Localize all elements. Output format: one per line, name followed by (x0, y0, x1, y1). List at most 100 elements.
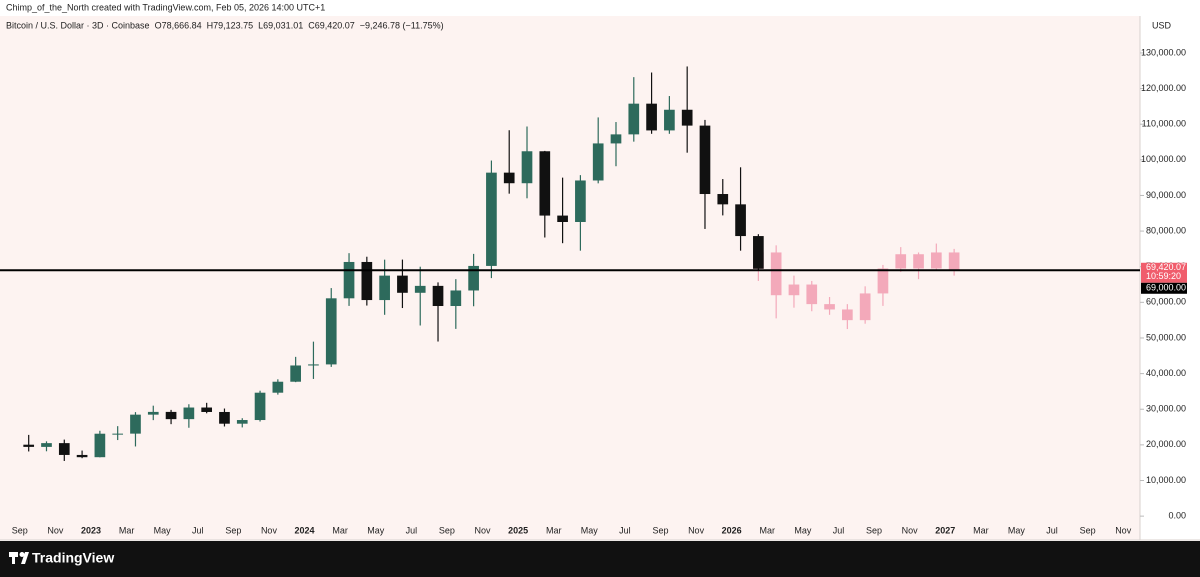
x-tick-label: Sep (12, 525, 28, 535)
countdown: 10:59:20 (1146, 271, 1181, 281)
x-tick-label: Sep (1080, 525, 1096, 535)
candle-body (824, 304, 835, 310)
x-tick-label: Nov (902, 525, 919, 535)
x-tick-label: Sep (866, 525, 882, 535)
candle-body (450, 290, 462, 307)
legend-symbol: Bitcoin / U.S. Dollar · 3D · Coinbase (6, 20, 150, 30)
candle-body (557, 215, 568, 222)
credit: Chimp_of_the_North created with TradingV… (6, 2, 325, 12)
candle-body (147, 411, 159, 415)
candle-body (361, 261, 373, 301)
x-tick-label: Nov (688, 525, 705, 535)
x-tick-label: Sep (652, 525, 668, 535)
brand: TradingView (32, 550, 114, 566)
candle-body (521, 151, 533, 184)
y-tick-label: 110,000.00 (1142, 119, 1186, 129)
candle-body (503, 172, 515, 184)
candle-body (806, 284, 818, 305)
candle-body (432, 285, 444, 307)
legend-low: L69,031.01 (258, 20, 303, 30)
candle-body (930, 252, 942, 269)
candle-body (859, 293, 871, 321)
x-tick-label: May (1008, 525, 1026, 535)
x-tick-label: 2025 (508, 525, 528, 535)
y-tick-label: 90,000.00 (1146, 190, 1186, 200)
legend-open: O78,666.84 (155, 20, 202, 30)
price-label: 69,420.07 (1146, 262, 1186, 272)
ohlc-legend: Bitcoin / U.S. Dollar · 3D · Coinbase O78… (6, 20, 444, 30)
y-tick-label: 50,000.00 (1146, 332, 1186, 342)
candle-body (539, 151, 551, 216)
candle-body (397, 275, 408, 293)
level-label: 69,000.00 (1146, 283, 1186, 293)
price-box (1141, 262, 1187, 283)
x-tick-label: Sep (225, 525, 241, 535)
legend-close: C69,420.07 (308, 20, 355, 30)
logo (9, 552, 29, 564)
candle-body (308, 364, 319, 366)
legend-change: −9,246.78 (−11.75%) (360, 20, 444, 30)
y-tick-label: 80,000.00 (1146, 225, 1186, 235)
y-tick-label: 130,000.00 (1141, 47, 1186, 57)
candle-body (343, 261, 355, 299)
candle-body (628, 103, 640, 135)
x-tick-label: Mar (332, 525, 348, 535)
candle-body (913, 254, 924, 269)
x-tick-label: Mar (546, 525, 562, 535)
candle-body (165, 411, 177, 420)
x-tick-label: Mar (119, 525, 135, 535)
candle-body (379, 275, 390, 301)
x-tick-label: 2023 (81, 525, 101, 535)
x-tick-label: Jul (833, 525, 845, 535)
x-tick-label: 2024 (295, 525, 315, 535)
plot-area (0, 16, 1140, 540)
x-tick-label: Jul (192, 525, 204, 535)
candle-body (948, 252, 960, 271)
x-tick-label: Jul (1046, 525, 1058, 535)
candle-body (646, 103, 657, 131)
x-tick-label: Jul (406, 525, 418, 535)
y-tick-label: 120,000.00 (1141, 83, 1186, 93)
candle-body (76, 454, 88, 458)
candle-body (183, 407, 195, 420)
x-tick-label: May (367, 525, 385, 535)
y-tick-label: 60,000.00 (1146, 297, 1186, 307)
level-box (1141, 282, 1187, 294)
candle-body (770, 252, 782, 296)
candle-body (23, 444, 35, 447)
candle-body (201, 407, 213, 412)
candle-body (272, 381, 284, 393)
candle-body (717, 194, 729, 205)
candle-body (753, 236, 764, 269)
x-tick-label: Nov (475, 525, 492, 535)
candle-body (41, 443, 52, 447)
currency: USD (1152, 20, 1172, 30)
candle-body (735, 204, 746, 237)
y-tick-label: 0.00 (1168, 511, 1186, 521)
candle-body (325, 298, 337, 365)
x-tick-label: May (581, 525, 599, 535)
x-tick-label: Nov (47, 525, 64, 535)
footer (0, 541, 1200, 577)
candle-body (575, 180, 586, 222)
candle-body (681, 109, 693, 126)
candle-body (94, 433, 106, 458)
x-tick-label: 2026 (722, 525, 742, 535)
candle-body (290, 365, 301, 382)
candle-body (254, 392, 266, 421)
x-tick-label: Nov (1115, 525, 1132, 535)
x-tick-label: May (794, 525, 812, 535)
candle-body (486, 172, 497, 266)
y-tick-label: 30,000.00 (1146, 404, 1186, 414)
x-tick-label: 2027 (935, 525, 955, 535)
x-tick-label: Jul (619, 525, 631, 535)
y-tick-label: 20,000.00 (1146, 439, 1186, 449)
candle-body (877, 268, 889, 294)
x-tick-label: Mar (760, 525, 776, 535)
candle-body (468, 265, 479, 291)
candle-body (699, 125, 711, 195)
y-tick-label: 10,000.00 (1146, 475, 1186, 485)
candle-body (236, 420, 248, 424)
